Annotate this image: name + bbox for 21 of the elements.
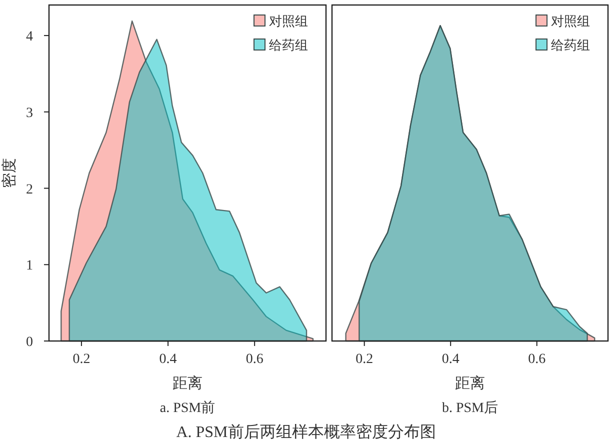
y-tick-label: 4: [26, 30, 33, 45]
text: a. PSM前: [160, 400, 216, 416]
x-tick-label: 0.2: [72, 352, 90, 367]
legend-label: 给药组: [269, 38, 308, 52]
x-tick-label: 0.4: [159, 352, 177, 367]
text: b. PSM后: [442, 400, 498, 416]
text: A. PSM前后两组样本概率密度分布图: [176, 423, 436, 441]
x-axis-title: 距离: [455, 375, 485, 392]
y-tick-label: 0: [26, 335, 33, 350]
legend-label: 给药组: [551, 38, 590, 52]
legend-label: 对照组: [551, 14, 590, 28]
x-tick-label: 0.2: [356, 352, 374, 367]
y-tick-label: 3: [26, 106, 33, 121]
x-tick-label: 0.4: [442, 352, 460, 367]
x-tick-label: 0.6: [528, 352, 546, 367]
x-tick-label: 0.6: [246, 352, 264, 367]
y-tick-label: 2: [26, 182, 33, 198]
y-tick-label: 1: [26, 258, 33, 274]
legend-label: 对照组: [269, 14, 308, 28]
y-axis-title: 密度: [1, 158, 18, 188]
x-axis-title: 距离: [172, 375, 202, 392]
